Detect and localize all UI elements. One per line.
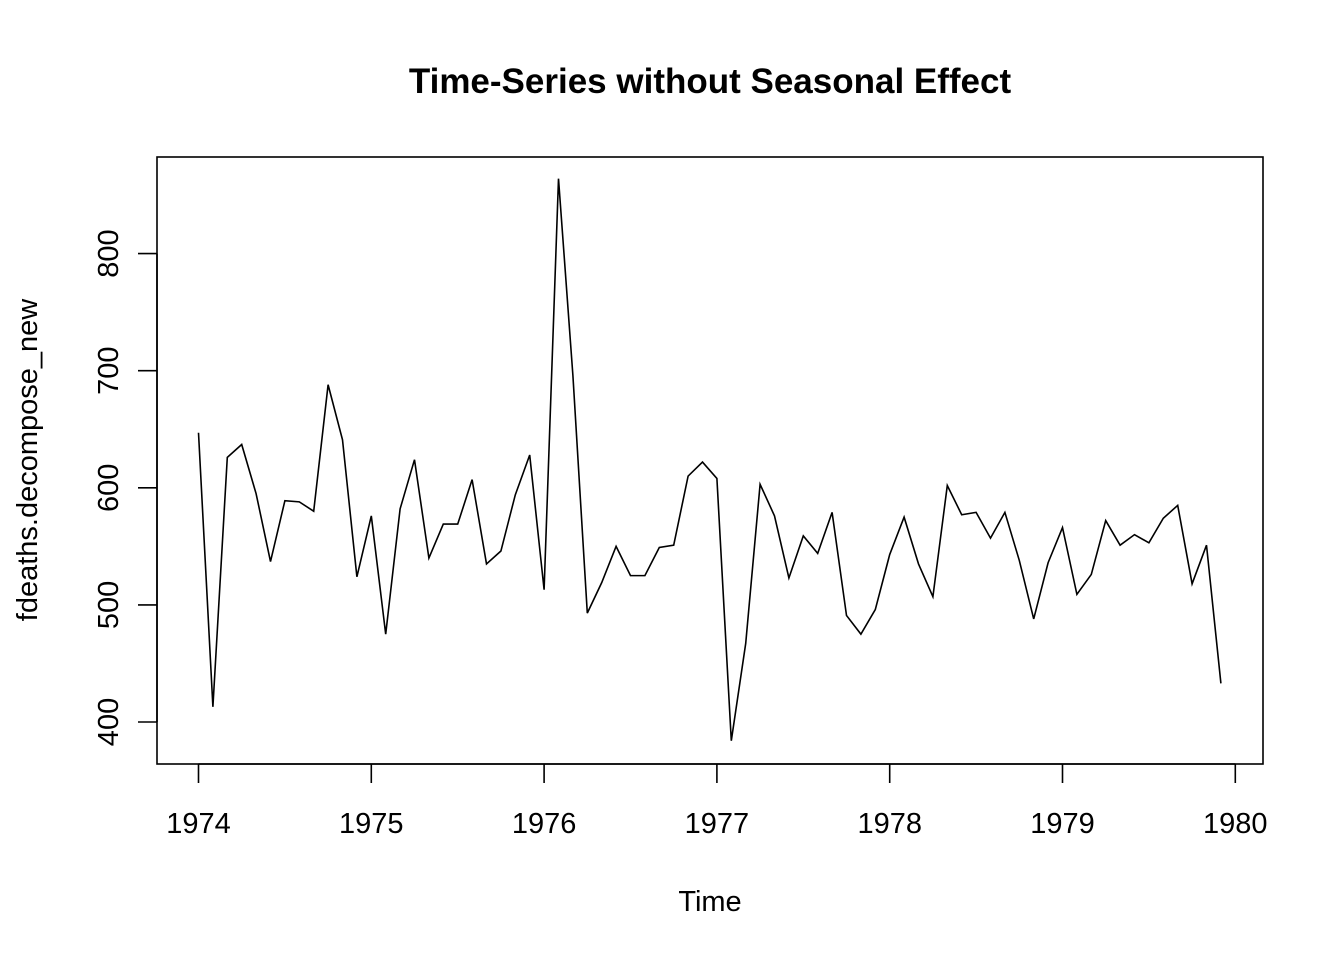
x-axis: 1974 1975 1976 1977 1978 1979 1980 <box>166 763 1268 840</box>
y-axis: 400 500 600 700 800 <box>93 229 158 746</box>
x-tick-label: 1976 <box>512 808 577 840</box>
x-tick-label: 1980 <box>1203 808 1268 840</box>
x-tick-label: 1974 <box>166 808 231 840</box>
x-tick-label: 1977 <box>685 808 750 840</box>
x-tick-label: 1978 <box>857 808 922 840</box>
y-tick-label: 400 <box>93 698 125 746</box>
y-tick-label: 800 <box>93 229 125 277</box>
series-line <box>197 178 1222 741</box>
series-group <box>197 178 1222 741</box>
plot-area <box>156 156 1264 765</box>
x-tick-label: 1975 <box>339 808 404 840</box>
y-axis-label: fdeaths.decompose_new <box>12 298 44 621</box>
x-tick-label: 1979 <box>1030 808 1095 840</box>
chart-title: Time-Series without Seasonal Effect <box>409 62 1012 101</box>
y-tick-label: 700 <box>93 347 125 395</box>
x-axis-label: Time <box>678 886 741 918</box>
y-tick-label: 600 <box>93 464 125 512</box>
y-tick-label: 500 <box>93 581 125 629</box>
